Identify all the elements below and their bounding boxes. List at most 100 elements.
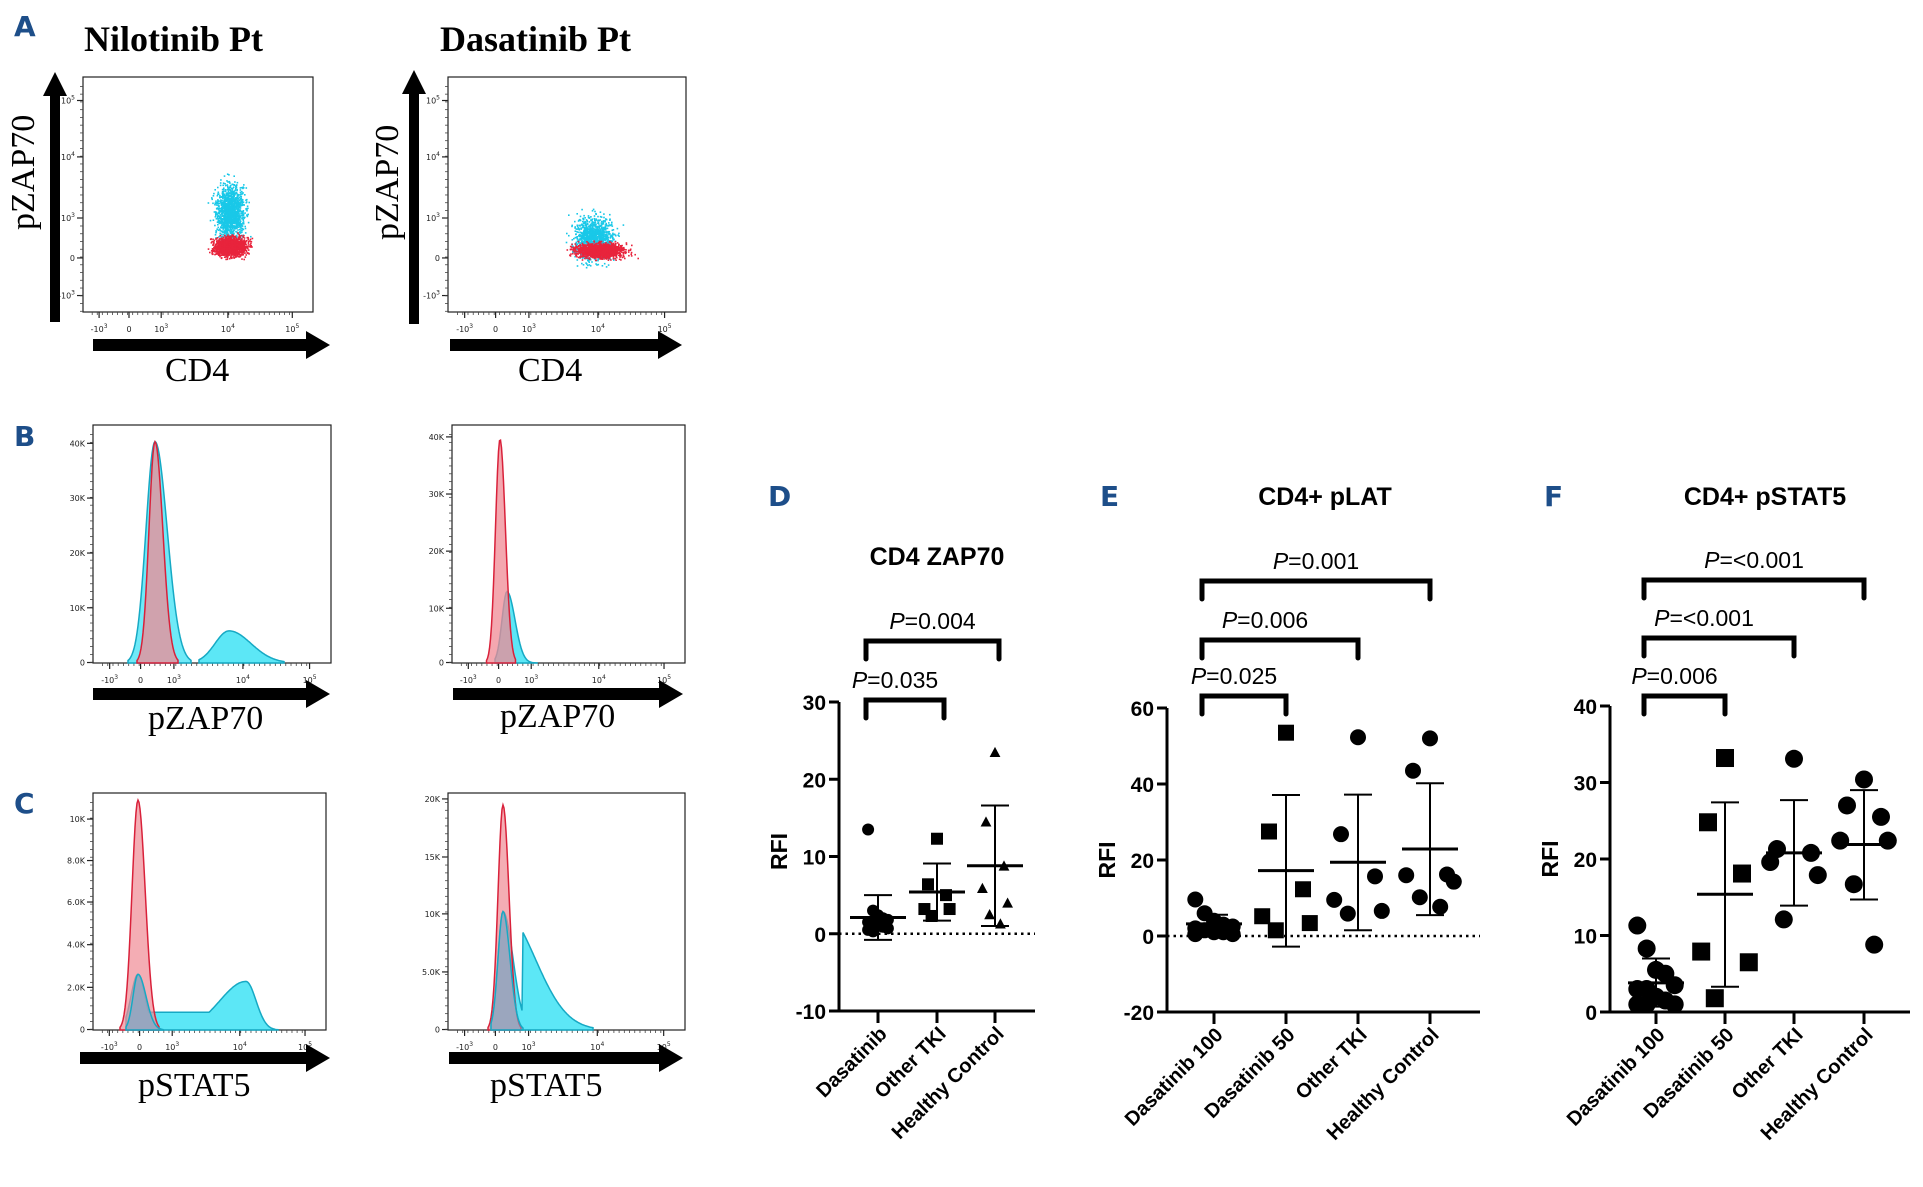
a1-unstim-population-event: [221, 241, 224, 243]
a2-stim-population-event: [571, 245, 574, 247]
a2-stim-population-event: [587, 235, 590, 238]
a1-stim-population-event: [222, 228, 224, 230]
a2-unstim-population-event: [628, 254, 630, 257]
a1-stim-population-event: [226, 198, 229, 201]
a1-unstim-population-event: [228, 254, 231, 256]
a2-unstim-population-event: [606, 243, 609, 245]
a2-stim-population-event: [607, 236, 610, 239]
a2-stim-population-event: [588, 264, 591, 266]
a1-stim-population-event: [237, 214, 240, 217]
a1-stim-population-event: [215, 204, 218, 206]
a1-stim-population-event: [244, 225, 246, 228]
a2-stim-population-event: [585, 262, 587, 264]
a1-stim-population-event: [226, 229, 228, 231]
a1-unstim-population-event: [244, 243, 246, 246]
a1-unstim-population-event: [230, 253, 233, 255]
a1-unstim-population-event: [232, 253, 234, 255]
a1-unstim-population-event: [228, 247, 231, 250]
a1-unstim-population-event: [221, 245, 223, 247]
a2-stim-population-event: [581, 208, 583, 211]
a2-stim-population-event: [580, 228, 583, 230]
a1-stim-population-event: [241, 229, 244, 231]
panel-letter-d: D: [768, 480, 792, 513]
a1-stim-population-event: [243, 204, 245, 206]
a1-stim-population-event: [219, 222, 222, 224]
a1-unstim-population-event: [238, 252, 241, 254]
a1-stim-population-event: [225, 209, 228, 212]
a1-stim-population-event: [227, 218, 229, 220]
panel-letter-c: C: [14, 787, 35, 820]
a2-stim-population-event: [582, 238, 584, 240]
a1-stim-population-event: [230, 232, 232, 234]
a1-unstim-population-event: [228, 245, 230, 248]
a1-stim-population-event: [237, 198, 240, 200]
a2-stim-population-event: [589, 234, 591, 236]
a2-stim-population-event: [609, 258, 612, 260]
a1-plot-ytick-label: -103: [58, 290, 75, 301]
a1-stim-population-event: [229, 218, 231, 221]
a1-stim-population-event: [228, 222, 230, 224]
a1-stim-population-event: [231, 226, 233, 229]
a2-stim-population-event: [599, 232, 601, 234]
a2-stim-population-event: [601, 220, 603, 223]
a1-x-arrow-head: [306, 331, 330, 359]
a1-unstim-population-event: [242, 250, 244, 253]
a1-unstim-population-event: [215, 251, 217, 253]
a1-unstim-population-event: [224, 254, 227, 256]
a2-stim-population-event: [602, 233, 605, 236]
a1-stim-population-event: [231, 221, 233, 224]
a1-stim-population-event: [247, 207, 249, 210]
a1-stim-population-event: [239, 204, 242, 207]
a1-stim-population-event: [242, 218, 245, 221]
a1-stim-population-event: [237, 202, 239, 205]
a2-stim-population-event: [591, 234, 593, 236]
a2-stim-population-event: [601, 223, 603, 226]
a2-stim-population-event: [571, 225, 573, 228]
a1-unstim-population-event: [220, 251, 222, 253]
a2-unstim-population-event: [612, 257, 615, 260]
a1-unstim-population-event: [245, 249, 248, 252]
a2-stim-population-event: [599, 231, 602, 234]
a2-stim-population-event: [574, 251, 577, 254]
panel-letter-e: E: [1100, 480, 1120, 513]
a1-stim-population-event: [239, 215, 241, 217]
a1-stim-population-event: [231, 188, 233, 191]
a2-stim-population-event: [592, 208, 595, 211]
a1-unstim-population-event: [243, 237, 246, 239]
a1-stim-population-event: [237, 212, 239, 215]
a1-unstim-population-event: [228, 236, 230, 238]
a1-stim-population-event: [241, 212, 243, 214]
a1-stim-population-event: [229, 200, 231, 203]
a1-unstim-population-event: [221, 253, 224, 255]
a1-stim-population-event: [230, 217, 232, 219]
a1-stim-population-event: [227, 219, 230, 222]
a2-unstim-population-event: [600, 245, 602, 247]
a1-plot-ytick-label: 105: [61, 95, 75, 106]
a2-stim-population-event: [579, 239, 581, 241]
a1-unstim-population-event: [217, 245, 219, 247]
a1-stim-population-event: [238, 201, 240, 204]
a1-stim-population-event: [246, 214, 249, 217]
a1-stim-population-event: [232, 198, 235, 201]
a2-plot-ytick-label: 104: [426, 151, 440, 162]
a1-stim-population-event: [239, 198, 242, 201]
a2-stim-population-event: [596, 238, 599, 241]
a1-unstim-population-event: [219, 255, 221, 258]
a2-stim-population-event: [594, 225, 597, 228]
a1-stim-population-event: [222, 226, 224, 229]
a1-unstim-population-event: [236, 237, 238, 240]
a1-stim-population-event: [240, 227, 242, 230]
a2-stim-population-event: [599, 224, 602, 227]
a2-stim-population-event: [590, 230, 593, 233]
a2-stim-population-event: [589, 224, 591, 227]
a1-stim-population-event: [243, 184, 245, 186]
a1-unstim-population-event: [215, 245, 217, 247]
a2-stim-population-event: [566, 232, 568, 235]
a1-stim-population-event: [221, 221, 223, 223]
a1-stim-population-event: [222, 201, 224, 204]
a2-stim-population-event: [574, 227, 576, 229]
a2-stim-population-event: [589, 223, 592, 226]
a1-stim-population-event: [227, 232, 229, 234]
a2-stim-population-event: [577, 227, 580, 229]
a2-stim-population-event: [576, 213, 578, 215]
